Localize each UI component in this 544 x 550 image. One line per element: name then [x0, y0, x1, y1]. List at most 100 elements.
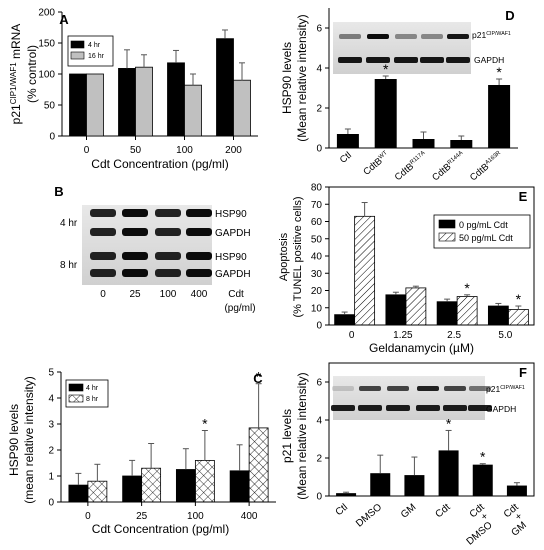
blot-band [394, 57, 418, 63]
legend-swatch [68, 394, 84, 403]
y-axis-label: HSP90 levels [280, 42, 294, 114]
y-axis-label-2: (% control) [25, 45, 39, 103]
blot-band [447, 34, 469, 39]
blot-band [90, 209, 116, 217]
x-tick-label: CdtBR117A [393, 150, 430, 183]
y-tick-label: 6 [316, 24, 322, 35]
blot-band [395, 34, 417, 39]
bar [141, 467, 162, 503]
bar [69, 73, 87, 137]
y-tick-label: 3 [48, 420, 54, 431]
bar [506, 485, 527, 496]
bar [354, 215, 376, 326]
panel-e: 0 10 20 30 40 50 60 70 80 E 0 1.25 2.5 * 5.0 * 0 pg/mL C… [278, 183, 535, 355]
y-tick-label: 50 [311, 234, 323, 245]
x-tick-label: CdtBR144A [430, 150, 467, 184]
bar [507, 309, 529, 326]
y-tick-label: 50 [44, 101, 56, 112]
y-tick-label: 0 [49, 132, 55, 143]
blot-band [186, 228, 212, 236]
legend-label: 4 hr [88, 42, 101, 49]
y-tick-label: 2 [316, 104, 322, 115]
x-tick-label: CdtBA163R [468, 150, 505, 184]
panel-a: 0 50 100 150 200 A 0 50 100 200 4 hr 16 hr p21CIP1/W… [9, 8, 258, 171]
blot-band [122, 228, 148, 236]
blot-band [338, 57, 362, 63]
x-tick-label: GM [509, 520, 528, 539]
blot-band [332, 386, 354, 391]
western-blot-d [333, 22, 471, 74]
bar [385, 294, 407, 326]
legend-label: 16 hr [88, 53, 105, 60]
x-tick-label: 25 [136, 511, 148, 522]
x-tick-label: GM [399, 502, 418, 521]
legend-swatch [68, 383, 84, 392]
blot-band [444, 386, 466, 391]
bar [438, 450, 459, 496]
bar [194, 459, 215, 503]
row-label: 4 hr [60, 218, 78, 229]
significance-marker: * [256, 369, 262, 385]
y-tick-label: 6 [316, 378, 322, 389]
blot-band [186, 209, 212, 217]
blot-band [468, 405, 492, 411]
lane-label: 100 [160, 289, 177, 300]
y-tick-label: 5 [48, 368, 54, 379]
lane-label: 0 [100, 289, 106, 300]
panel-letter-F: F [519, 365, 527, 380]
blot-band [359, 386, 381, 391]
blot-label: GAPDH [215, 269, 251, 280]
bar [87, 480, 108, 503]
bar [370, 473, 391, 496]
bar [436, 301, 458, 326]
blot-band [421, 34, 443, 39]
blot-band [186, 269, 212, 277]
bar [229, 470, 250, 503]
x-tick-label: + [513, 511, 525, 523]
significance-marker: * [464, 280, 470, 296]
panel-letter-D: D [505, 8, 514, 23]
x-axis-label: Geldanamycin (µM) [369, 341, 474, 355]
y-tick-label: 100 [38, 70, 55, 81]
y-tick-label: 2 [316, 454, 322, 465]
blot-band [155, 252, 181, 260]
x-tick-label: 400 [241, 511, 258, 522]
y-tick-label: 0 [316, 321, 322, 332]
y-axis-label-2: (mean relative intensity) [22, 376, 36, 503]
blot-band [417, 386, 439, 391]
bar [216, 38, 234, 137]
significance-marker: * [202, 416, 208, 432]
panel-letter-C: C [253, 371, 263, 386]
bar [68, 484, 89, 503]
significance-marker: * [480, 449, 486, 465]
y-tick-label: 0 [48, 498, 54, 509]
panel-letter-E: E [519, 189, 528, 204]
significance-marker: * [516, 291, 522, 307]
blot-label: GAPDH [486, 404, 516, 414]
x-tick-label: DMSO [465, 520, 495, 548]
lane-title-2: (pg/ml) [224, 303, 255, 314]
legend-label: 4 hr [86, 385, 99, 392]
bar [336, 134, 359, 148]
y-tick-label: 4 [48, 394, 54, 405]
blot-band [122, 269, 148, 277]
blot-band [420, 57, 444, 63]
blot-band [469, 386, 491, 391]
y-tick-label: 4 [316, 416, 322, 427]
y-tick-label: 0 [316, 492, 322, 503]
legend: 4 hr 8 hr [65, 379, 109, 408]
x-tick-label: 0 [349, 330, 355, 341]
bar [122, 475, 143, 503]
bar [118, 68, 136, 137]
lane-label: 25 [129, 289, 141, 300]
x-tick-label: 5.0 [498, 330, 512, 341]
blot-band [186, 252, 212, 260]
y-axis-label: Apoptosis [278, 232, 290, 281]
lane-title: Cdt [228, 289, 244, 300]
y-tick-label: 40 [311, 252, 323, 263]
y-tick-label: 200 [38, 8, 55, 19]
bar [374, 79, 397, 148]
blot-background [333, 376, 485, 420]
